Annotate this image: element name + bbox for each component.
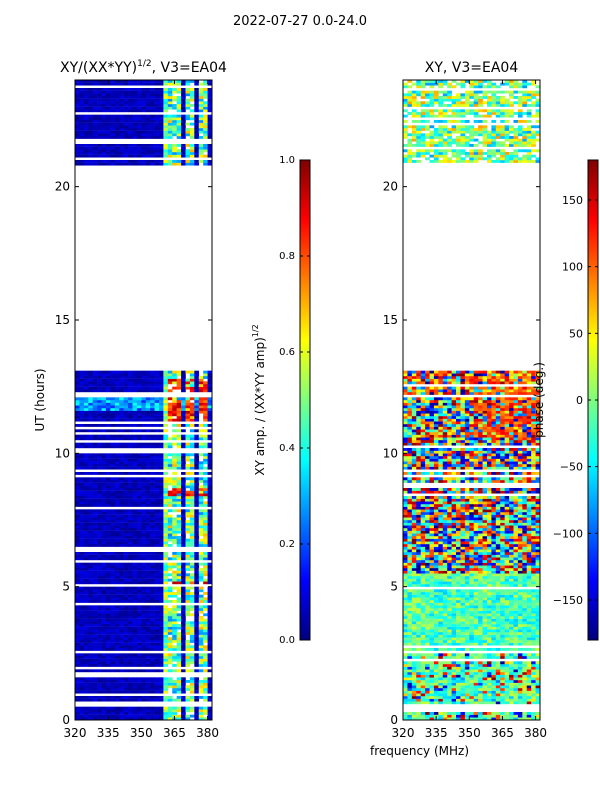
y-axis-label: UT (hours) [33,368,47,431]
colorbar-tick-label: 0.0 [279,635,295,646]
colorbar-2: −150 −100 −50 0 50 100 150 phase (deg.) [532,159,599,641]
colorbar-gradient [299,159,311,641]
x-tick-label: 365 [163,726,186,740]
y-tick-label: 10 [383,446,398,460]
y-tick-label: 10 [55,446,70,460]
colorbar-tick-label: 0.6 [279,347,295,358]
colorbar-tick-label: 0.2 [279,539,295,550]
colorbar-tick-label: −150 [553,594,583,607]
x-tick-label: 380 [196,726,219,740]
x-axis-label: frequency (MHz) [370,744,469,758]
panel-1: 320 335 350 365 380 0 5 10 15 20 XY/(XX*YY)1/2, V3… [33,59,311,740]
y-tick-label: 5 [62,580,70,594]
x-tick-label: 335 [97,726,120,740]
colorbar-tick-label: 1.0 [279,155,295,166]
colorbar-tick-label: −50 [560,461,583,474]
colorbar-1: 0.0 0.2 0.4 0.6 0.8 1.0 XY amp. / (XX*YY amp)1… [251,155,311,646]
colorbar-tick-label: 0.4 [279,443,295,454]
heatmap-image-2 [403,80,540,720]
x-tick-label: 335 [425,726,448,740]
figure-suptitle: 2022-07-27 0.0-24.0 [233,14,367,29]
panel-frame [74,79,213,721]
colorbar-tick-label: 100 [562,261,583,274]
colorbar-tick-label: 0.8 [279,251,295,262]
x-tick-label: 365 [491,726,514,740]
y-tick-label: 15 [383,313,398,327]
y-tick-label: 20 [55,180,70,194]
y-tick-label: 15 [55,313,70,327]
colorbar-tick-label: 0 [576,394,583,407]
colorbar-label: phase (deg.) [532,362,546,438]
colorbar-tick-label: 50 [569,327,583,340]
panel-frame [402,79,541,721]
panel-2: 320 335 350 365 380 0 5 10 15 20 XY, V3=EA04 freque… [370,60,599,758]
y-tick-label: 5 [390,580,398,594]
x-tick-label: 320 [392,726,415,740]
heatmap-image-1 [75,80,212,720]
x-tick-label: 350 [130,726,153,740]
panel-title: XY/(XX*YY)1/2, V3=EA04 [60,59,227,76]
colorbar-tick-label: −100 [553,527,583,540]
y-tick-label: 20 [383,180,398,194]
y-tick-label: 0 [390,713,398,727]
x-tick-label: 380 [524,726,547,740]
y-tick-label: 0 [62,713,70,727]
panel-title: XY, V3=EA04 [425,60,519,76]
x-tick-label: 320 [64,726,87,740]
x-tick-label: 350 [458,726,481,740]
colorbar-tick-label: 150 [562,194,583,207]
colorbar-label: XY amp. / (XX*YY amp)1/2 [251,324,267,475]
